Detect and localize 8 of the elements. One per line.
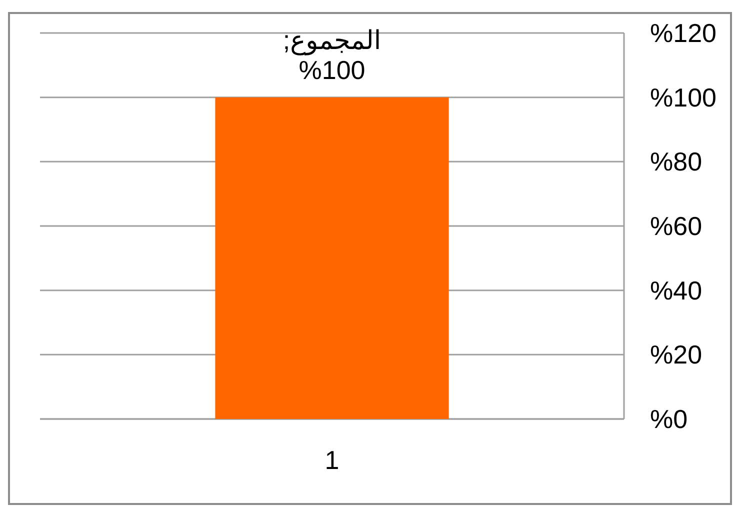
y-tick-label: %20	[650, 340, 702, 370]
y-tick-label: %80	[650, 146, 702, 177]
y-tick-label: %100	[650, 82, 716, 112]
y-tick-label: %0	[650, 404, 688, 434]
y-tick-label: %120	[650, 18, 716, 48]
y-tick-label: %60	[650, 211, 702, 241]
y-tick-label: %40	[650, 275, 702, 306]
x-tick-label: 1	[324, 445, 340, 475]
